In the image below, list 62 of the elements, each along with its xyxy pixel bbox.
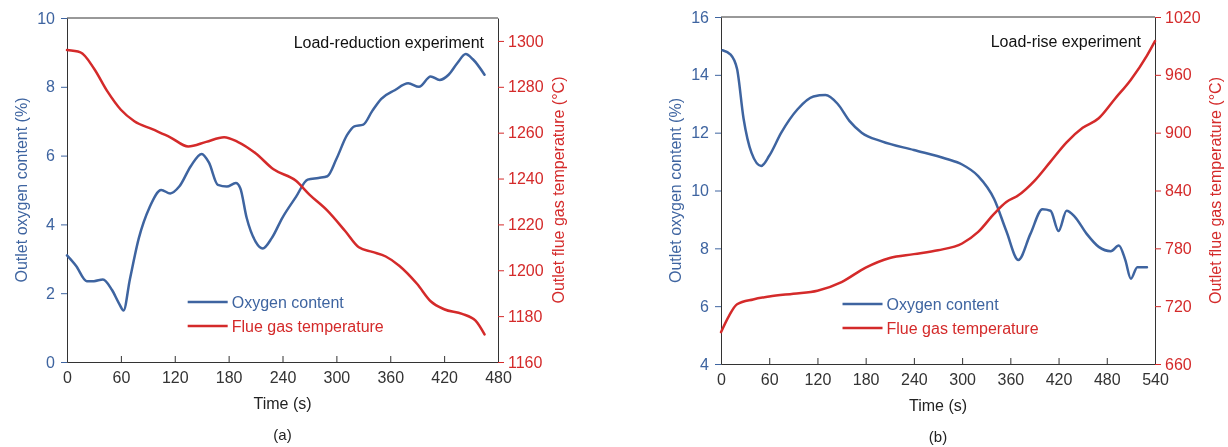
x-tick-label: 360 [997, 371, 1025, 389]
legend-label: Oxygen content [886, 296, 1000, 313]
legend-label: Flue gas temperature [886, 320, 1039, 337]
y2-axis-title: Outlet flue gas temperature (°C) [1207, 77, 1224, 304]
x-tick-label: 420 [431, 369, 459, 387]
legend-label: Oxygen content [231, 294, 345, 311]
x-tick-label: 360 [377, 369, 405, 387]
y-tick-label: 8 [46, 78, 56, 96]
x-tick-label: 60 [112, 369, 131, 387]
y-tick-label: 12 [691, 124, 710, 142]
y2-tick-label: 1160 [508, 353, 543, 371]
y2-tick-label: 1020 [1165, 8, 1201, 26]
y2-tick-label: 660 [1165, 355, 1192, 373]
y2-tick-label: 960 [1165, 66, 1192, 84]
y2-tick-label: 840 [1165, 182, 1192, 200]
y2-tick-label: 1220 [508, 216, 544, 234]
y-tick-label: 0 [46, 353, 56, 371]
x-tick-label: 300 [323, 369, 351, 387]
y2-tick-label: 780 [1165, 239, 1192, 257]
text: (a) [273, 426, 292, 443]
y2-tick-label: 720 [1165, 297, 1192, 315]
y2-tick-label: 1240 [508, 170, 544, 188]
text: Load-rise experiment [990, 33, 1142, 50]
x-tick-label: 420 [1045, 371, 1073, 389]
x-tick-label: 480 [485, 369, 512, 387]
x-tick-label: 0 [63, 369, 73, 387]
y-tick-label: 16 [691, 8, 710, 26]
y-tick-label: 6 [700, 297, 710, 315]
y-tick-label: 6 [46, 147, 56, 165]
x-tick-label: 180 [215, 369, 243, 387]
y2-tick-label: 1260 [508, 124, 544, 142]
text: (b) [928, 428, 948, 445]
x-tick-label: 60 [760, 371, 779, 389]
y-tick-label: 10 [37, 9, 56, 27]
x-tick-label: 180 [852, 371, 880, 389]
x-tick-label: 120 [161, 369, 189, 387]
x-axis-title: Time (s) [908, 397, 968, 414]
text: Load-reduction experiment [293, 34, 485, 51]
y2-tick-label: 1180 [508, 307, 543, 325]
x-tick-label: 240 [901, 371, 928, 389]
y-tick-label: 10 [691, 182, 710, 200]
x-tick-label: 540 [1142, 371, 1169, 389]
y-tick-label: 4 [46, 216, 56, 234]
legend-label: Flue gas temperature [231, 318, 384, 335]
x-tick-label: 120 [804, 371, 832, 389]
y-tick-label: 8 [700, 239, 710, 257]
x-tick-label: 480 [1093, 371, 1121, 389]
y-tick-label: 4 [700, 355, 710, 373]
y-axis-title: Outlet oxygen content (%) [13, 97, 30, 283]
y-tick-label: 2 [46, 284, 56, 302]
y-tick-label: 14 [691, 66, 710, 84]
x-tick-label: 0 [717, 371, 727, 389]
y2-tick-label: 900 [1165, 124, 1192, 142]
line-series [721, 49, 1149, 280]
x-tick-label: 300 [949, 371, 977, 389]
y2-axis-title: Outlet flue gas temperature (°C) [550, 76, 567, 304]
y-axis-title: Outlet oxygen content (%) [667, 98, 684, 283]
x-axis-title: Time (s) [253, 395, 312, 412]
y2-tick-label: 1200 [508, 261, 544, 279]
y2-tick-label: 1300 [508, 32, 544, 50]
y2-tick-label: 1280 [508, 78, 544, 96]
x-tick-label: 240 [269, 369, 297, 387]
